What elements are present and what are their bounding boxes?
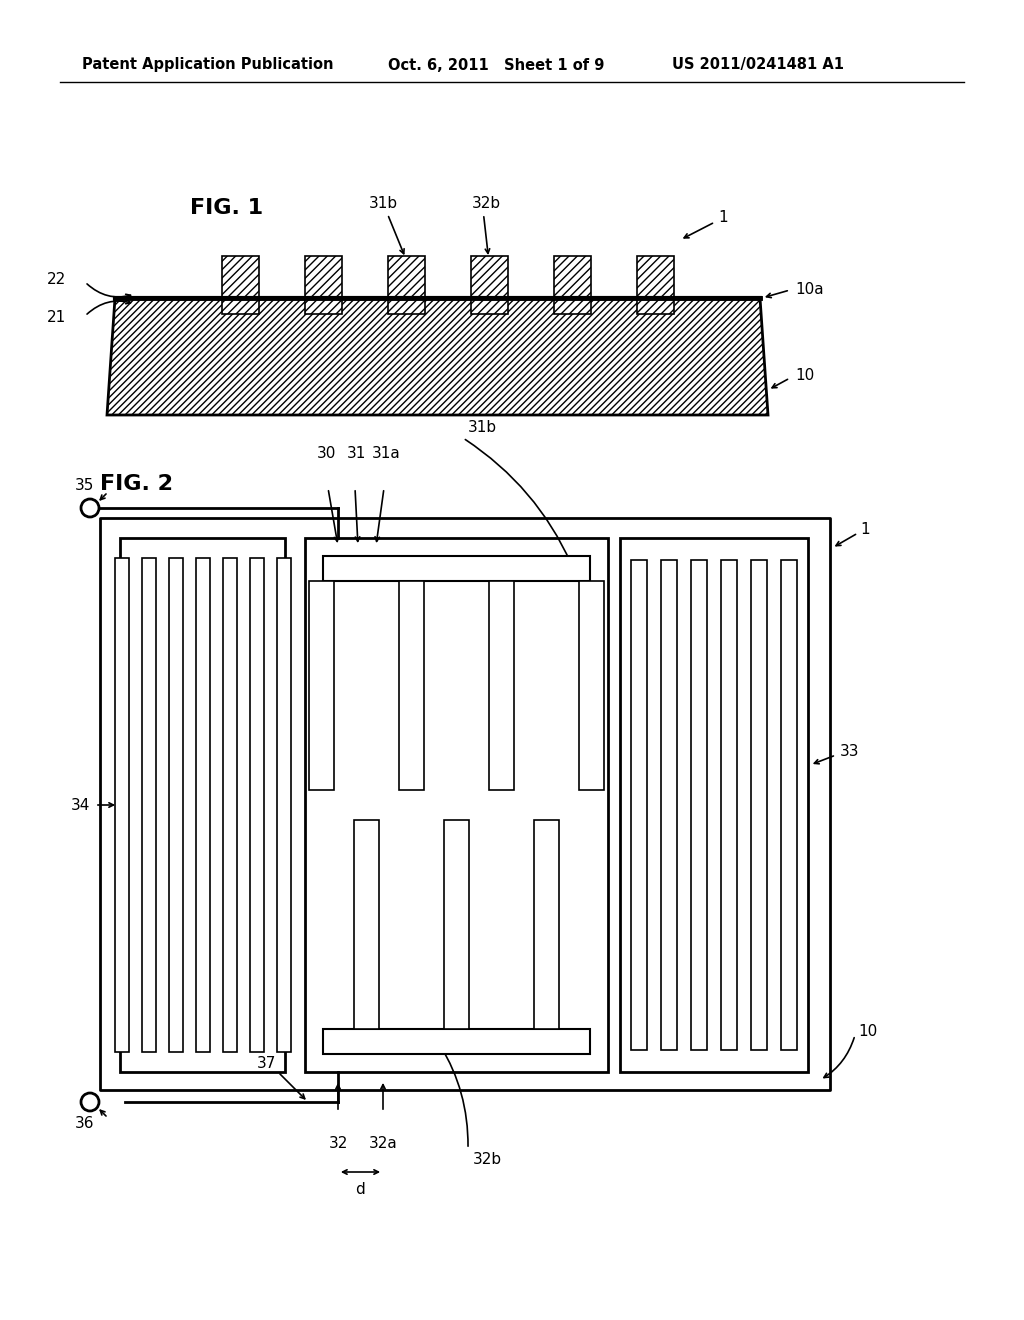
Text: d: d [355,1183,366,1197]
Text: 31b: 31b [369,197,398,211]
Bar [323,556,590,581]
Text: 34: 34 [71,797,90,813]
Bar [781,560,797,1049]
Bar [100,517,830,1090]
Bar [637,256,674,298]
Text: 10: 10 [858,1024,878,1040]
Text: FIG. 2: FIG. 2 [100,474,173,494]
Text: US 2011/0241481 A1: US 2011/0241481 A1 [672,58,844,73]
Bar [721,560,737,1049]
Text: 21: 21 [47,310,67,326]
Bar [222,558,237,1052]
Bar [354,820,379,1030]
Bar [444,820,469,1030]
Bar [579,581,604,789]
Text: 10: 10 [795,367,814,383]
Bar [305,539,608,1072]
Text: 35: 35 [76,479,94,494]
Bar [534,820,559,1030]
Bar [399,581,424,789]
Circle shape [81,499,99,517]
Bar [620,539,808,1072]
Bar [554,256,591,298]
Text: 31b: 31b [468,421,497,436]
Text: 31: 31 [346,446,366,461]
Bar [631,560,647,1049]
Text: 10a: 10a [795,282,823,297]
Bar [470,256,508,298]
Bar [169,558,182,1052]
Text: 22: 22 [47,272,67,288]
Bar [221,298,258,314]
Bar [554,298,591,314]
Bar [662,560,677,1049]
Text: 1: 1 [860,523,869,537]
Polygon shape [106,298,768,414]
Bar [120,539,285,1072]
Text: FIG. 1: FIG. 1 [190,198,263,218]
Bar [637,298,674,314]
Text: 32b: 32b [473,1151,502,1167]
Text: 31a: 31a [372,446,400,461]
Bar [470,298,508,314]
Text: 32a: 32a [369,1137,397,1151]
Bar [323,1030,590,1053]
Text: Patent Application Publication: Patent Application Publication [82,58,334,73]
Bar [115,558,128,1052]
Bar [751,560,767,1049]
Text: 33: 33 [840,744,859,759]
Circle shape [81,1093,99,1111]
Text: 37: 37 [257,1056,276,1072]
Bar [276,558,291,1052]
Bar [387,298,425,314]
Text: Oct. 6, 2011   Sheet 1 of 9: Oct. 6, 2011 Sheet 1 of 9 [388,58,604,73]
Text: 32: 32 [329,1137,348,1151]
Text: 30: 30 [316,446,336,461]
Bar [196,558,210,1052]
Bar [250,558,263,1052]
Bar [221,256,258,298]
Bar [691,560,707,1049]
Bar [304,256,341,298]
Text: 36: 36 [75,1117,95,1131]
Bar [141,558,156,1052]
Bar [304,298,341,314]
Bar [387,256,425,298]
Bar [309,581,334,789]
Text: 1: 1 [718,210,728,224]
Bar [489,581,514,789]
Text: 32b: 32b [472,197,501,211]
